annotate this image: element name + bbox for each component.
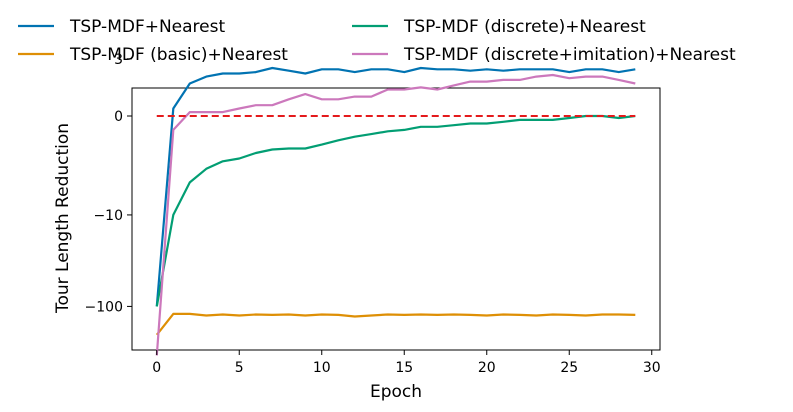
x-tick-label: 30 — [643, 360, 661, 376]
x-tick-label: 25 — [560, 360, 578, 376]
y-axis: 3 0 −10 −100 — [85, 52, 132, 315]
series-line-4 — [155, 73, 636, 356]
legend-label: TSP-MDF+Nearest — [69, 17, 225, 37]
x-tick-label: 15 — [395, 360, 413, 376]
series-line-3 — [155, 114, 636, 307]
x-axis-label: Epoch — [370, 382, 422, 402]
x-tick-label: 20 — [478, 360, 496, 376]
y-tick-label: 3 — [114, 52, 123, 68]
legend: TSP-MDF+Nearest TSP-MDF (basic)+Nearest TS… — [18, 17, 736, 65]
x-axis: 0 5 10 15 20 25 30 — [152, 350, 661, 376]
y-tick-label: 0 — [114, 109, 123, 125]
y-tick-label: −100 — [85, 299, 123, 315]
series-line-2 — [155, 312, 636, 336]
y-tick-label: −10 — [93, 208, 123, 224]
x-tick-label: 0 — [152, 360, 161, 376]
x-tick-label: 5 — [235, 360, 244, 376]
legend-label: TSP-MDF (discrete+imitation)+Nearest — [403, 45, 736, 65]
legend-label: TSP-MDF (discrete)+Nearest — [403, 17, 646, 37]
axes-frame — [131, 87, 661, 351]
y-axis-label: Tour Length Reduction — [53, 123, 73, 314]
plot-area — [131, 66, 661, 356]
x-tick-label: 10 — [313, 360, 331, 376]
series-line-1 — [155, 66, 636, 307]
legend-label: TSP-MDF (basic)+Nearest — [69, 45, 288, 65]
